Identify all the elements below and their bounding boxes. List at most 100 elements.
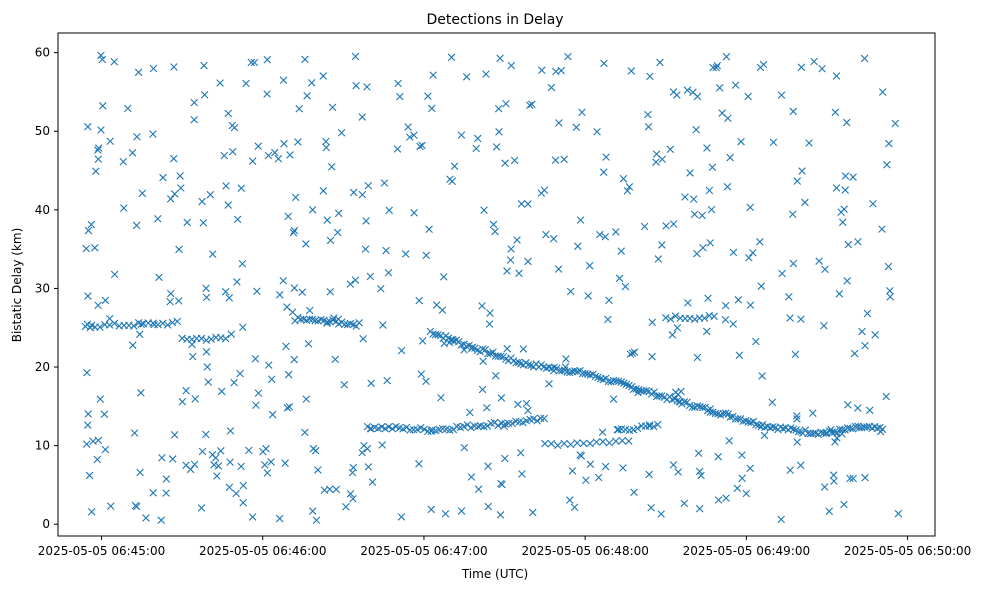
detection-point [497, 394, 506, 402]
detection-point [323, 318, 332, 326]
detection-point [263, 90, 271, 98]
detection-point [726, 413, 735, 421]
detection-point [617, 378, 626, 386]
detection-point [506, 256, 515, 264]
detection-point [733, 484, 742, 493]
detection-point [332, 485, 341, 494]
detection-point [376, 284, 385, 293]
detection-point [825, 507, 834, 516]
detection-point [188, 352, 197, 361]
detection-point [366, 424, 375, 433]
detection-point [379, 321, 387, 329]
detection-point [507, 245, 515, 253]
detection-point [314, 466, 322, 474]
y-tick-label: 40 [35, 203, 50, 217]
detection-point [629, 425, 638, 434]
detection-point [619, 464, 627, 472]
detection-point [726, 153, 734, 162]
detection-point [742, 489, 751, 498]
detection-point [166, 297, 174, 306]
detection-point [633, 424, 642, 433]
detection-point [378, 441, 387, 449]
detection-point [190, 115, 198, 124]
detection-point [510, 156, 519, 165]
detection-point [669, 461, 678, 469]
detection-point [691, 315, 699, 324]
detection-point [385, 423, 393, 431]
detection-point [644, 122, 653, 131]
detection-point [137, 389, 145, 397]
detection-point [709, 63, 717, 72]
detection-point [298, 288, 307, 297]
detection-point [528, 100, 536, 109]
detection-point [159, 319, 167, 328]
detection-point [686, 169, 694, 177]
detection-point [591, 372, 600, 381]
detection-point [154, 215, 162, 223]
detection-point [228, 121, 237, 130]
detection-point [566, 496, 574, 504]
detection-point [684, 299, 692, 307]
detection-point [279, 76, 288, 84]
detection-point [689, 88, 697, 97]
detection-point [119, 204, 128, 212]
detection-point [797, 63, 806, 72]
detection-point [756, 63, 765, 72]
detection-point [275, 291, 284, 299]
detection-point [173, 317, 182, 326]
detection-point [692, 125, 700, 134]
detection-point [473, 134, 482, 143]
detection-point [574, 242, 582, 251]
detection-point [561, 363, 570, 371]
y-tick-label: 60 [35, 46, 50, 60]
detection-point [494, 104, 503, 113]
detection-point [810, 57, 818, 66]
detection-point [358, 190, 367, 199]
detection-point [360, 441, 368, 450]
detection-point [333, 228, 342, 237]
detection-point [233, 215, 242, 224]
detection-point [230, 378, 238, 387]
detection-point [797, 315, 805, 324]
detection-point [593, 127, 601, 136]
detection-point [840, 205, 848, 214]
detection-point [170, 190, 179, 198]
detection-point [708, 163, 717, 172]
detection-point [364, 463, 373, 471]
detection-point [585, 261, 594, 270]
detection-point [769, 138, 778, 147]
detection-point [646, 72, 654, 81]
detection-point [564, 52, 572, 61]
detection-point [725, 436, 733, 445]
detection-point [618, 436, 627, 445]
detection-point [137, 320, 146, 329]
detection-point [710, 312, 718, 321]
detection-point [101, 445, 110, 454]
detection-point [626, 350, 635, 358]
detection-point [566, 287, 575, 296]
detection-point [578, 108, 586, 117]
detection-point [202, 293, 211, 302]
detection-point [573, 367, 582, 376]
detection-point [658, 241, 666, 249]
detection-point [250, 58, 259, 67]
detection-point [457, 131, 466, 139]
detection-point [422, 251, 431, 260]
detection-point [722, 494, 730, 502]
detection-point [721, 301, 730, 310]
detection-point [693, 249, 701, 258]
detection-point [358, 448, 366, 457]
detection-point [735, 351, 744, 360]
detection-point [294, 138, 302, 146]
detection-point [769, 423, 777, 431]
detection-point [349, 188, 358, 197]
detection-point [232, 489, 240, 498]
detection-point [831, 438, 839, 446]
detection-point [402, 423, 411, 432]
detection-point [178, 397, 187, 406]
detection-point [614, 377, 623, 386]
detection-point [216, 79, 224, 87]
detection-point [501, 159, 509, 167]
detection-point [519, 418, 527, 427]
detection-point [358, 113, 367, 121]
